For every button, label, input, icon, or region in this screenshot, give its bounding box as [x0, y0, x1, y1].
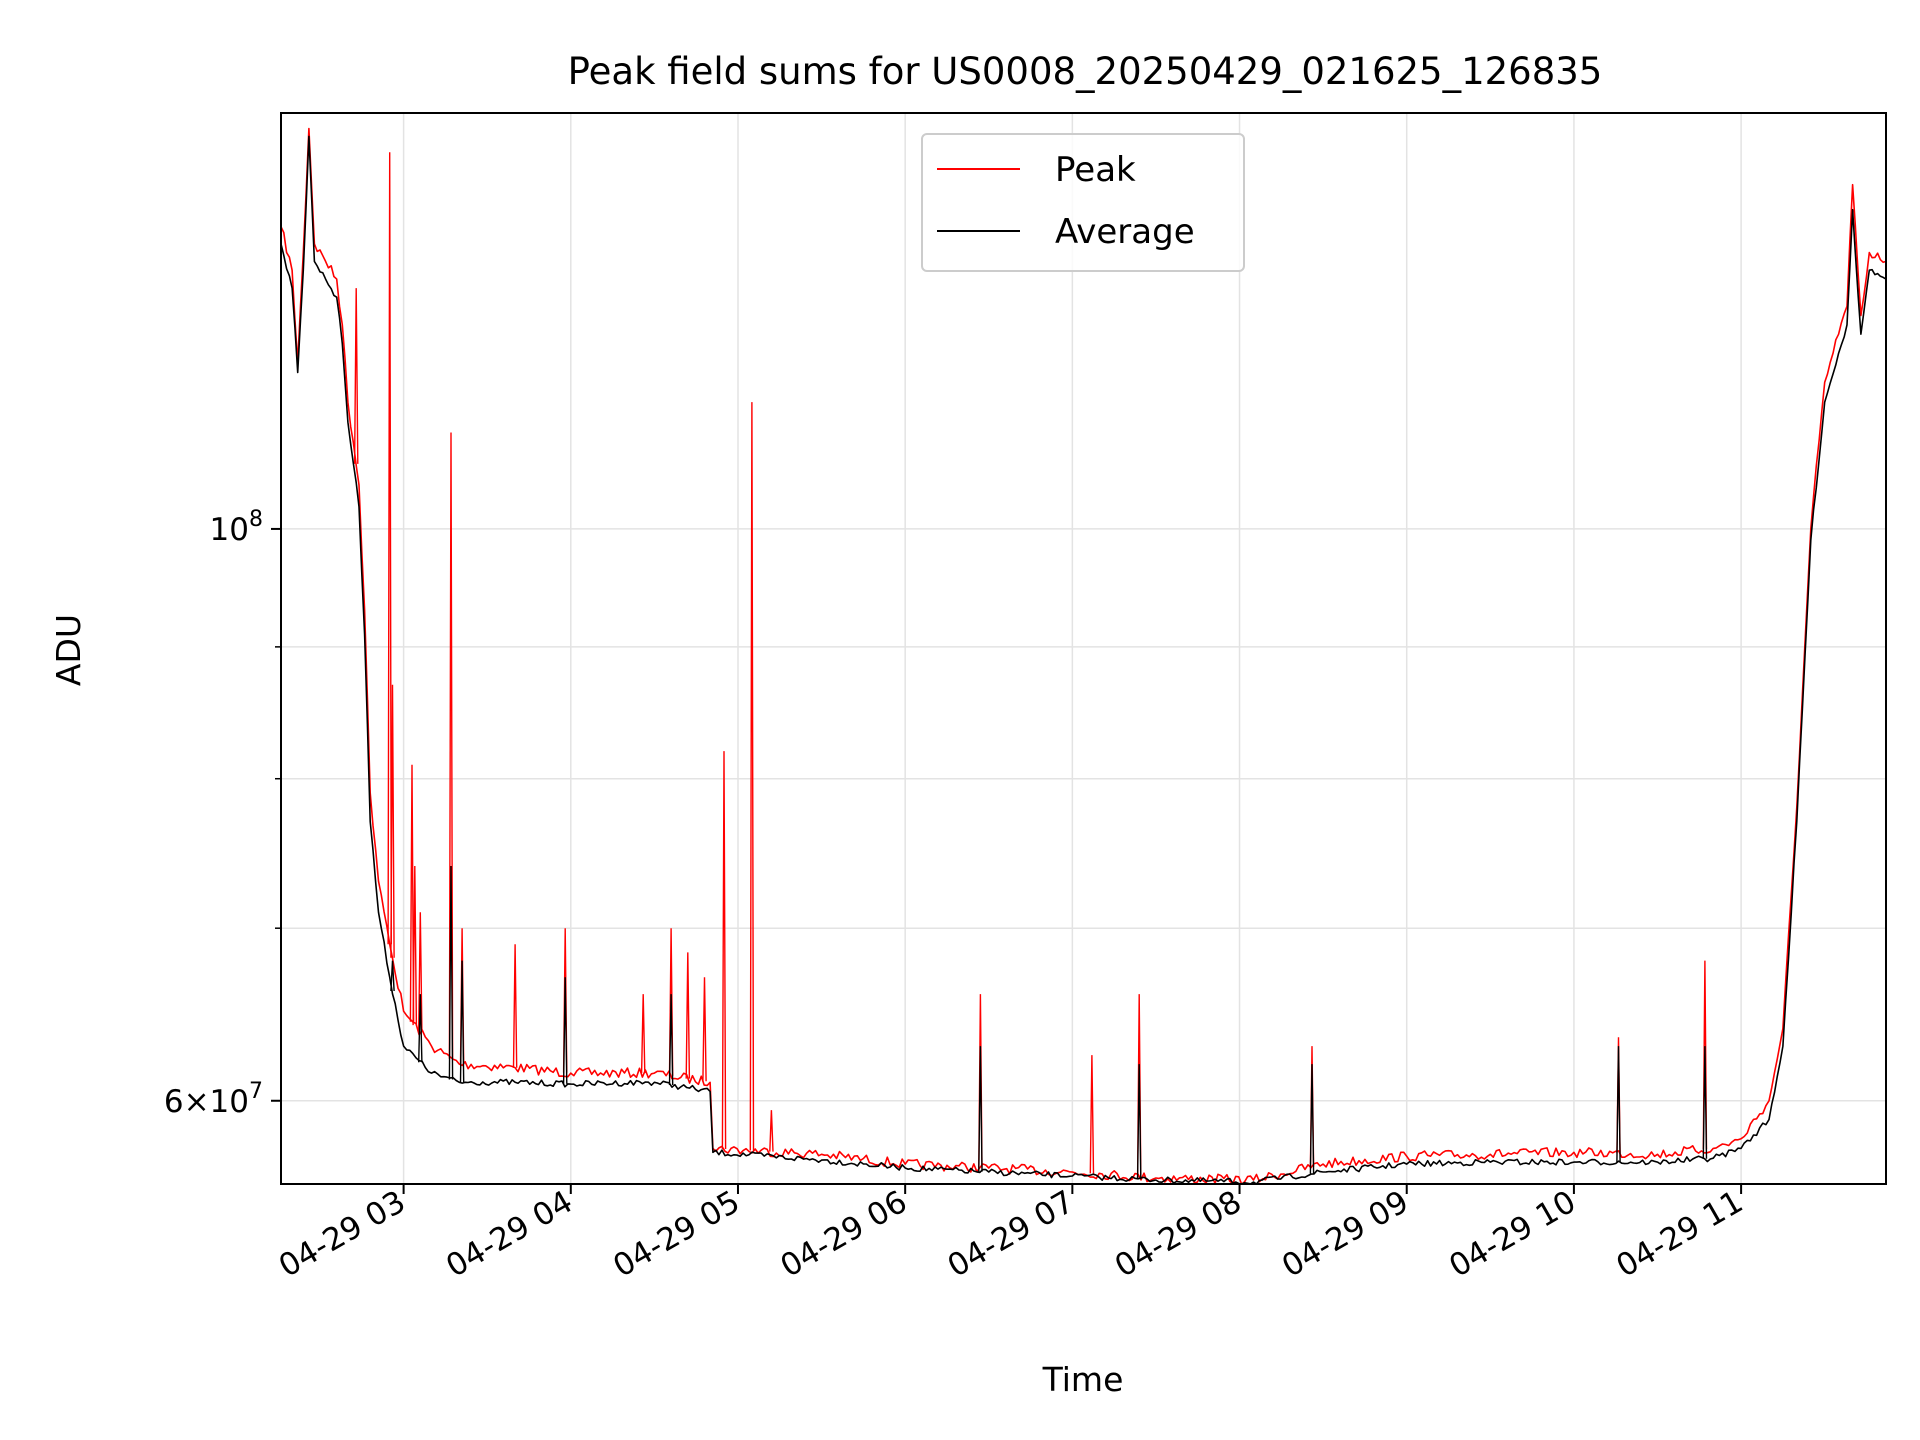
series-spike-average [459, 960, 465, 1083]
y-axis-label: ADU [49, 614, 88, 686]
series-spike-peak [390, 684, 395, 958]
series-spike-average [448, 865, 454, 1080]
legend-label-average: Average [1055, 212, 1195, 252]
series-spike-peak [721, 751, 727, 1150]
series-spike-average [668, 994, 674, 1086]
series-spike-peak [1089, 1055, 1095, 1174]
series-spike-peak [702, 977, 707, 1082]
grid-lines [281, 113, 1886, 1184]
series-spike-average [978, 1046, 983, 1172]
legend: Peak Average [921, 133, 1245, 272]
series-spike-peak [512, 944, 518, 1068]
legend-label-peak: Peak [1055, 150, 1136, 190]
plot-frame [280, 112, 1887, 1185]
series-spike-peak [412, 865, 418, 1026]
series-spike-average [1136, 1064, 1142, 1180]
series-spike-average [562, 977, 568, 1084]
series-spike-peak [409, 764, 415, 1022]
x-axis-label: Time [1042, 1360, 1124, 1399]
series-line-average [280, 135, 1887, 1185]
chart-title: Peak field sums for US0008_20250429_0216… [568, 50, 1603, 93]
series-spike-peak [769, 1110, 774, 1152]
y-tick-label: 6×107 [164, 1079, 263, 1120]
series-spike-peak [353, 288, 359, 464]
series-spike-average [418, 994, 423, 1063]
series-spike-average [1309, 1064, 1315, 1174]
series-spike-peak [640, 994, 646, 1074]
y-tick-label: 108 [210, 507, 263, 548]
series-spike-peak [418, 912, 423, 1033]
series-spike-average [1702, 1046, 1708, 1159]
plot-series [280, 127, 1887, 1185]
series-spike-peak [749, 402, 755, 1151]
series-spike-peak [685, 952, 691, 1079]
series-spike-peak [387, 152, 392, 945]
series-spike-average [390, 960, 395, 992]
y-axis: 108 6×107 [164, 507, 281, 1120]
series-spike-peak [448, 432, 454, 1059]
series-spike-average [1616, 1046, 1621, 1163]
